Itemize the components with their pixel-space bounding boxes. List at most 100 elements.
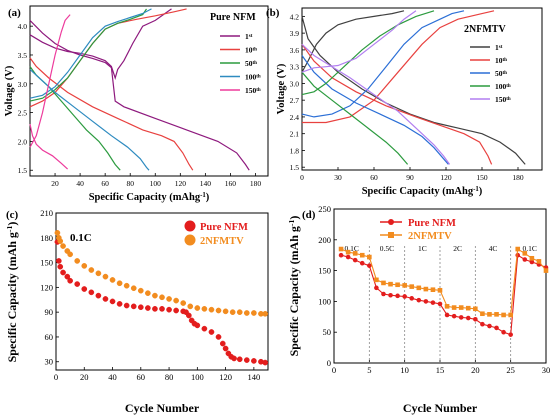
data-point-pure-nfm: [130, 303, 137, 310]
y-tick-label: 3.0: [18, 80, 28, 89]
data-point-2nfmtv: [388, 281, 393, 287]
y-tick-label: 60: [45, 332, 54, 342]
data-point-2nfmtv: [430, 287, 436, 292]
x-tick-label: 90: [406, 173, 414, 182]
x-tick-label: 20: [51, 179, 59, 188]
data-point-2nfmtv: [262, 310, 269, 317]
y-axis-label-end: ): [287, 216, 301, 220]
discharge-curve-100th: [29, 68, 150, 171]
charge-curve-50th: [29, 8, 147, 102]
legend-label-sup: th: [503, 58, 508, 63]
legend-label: 100th: [495, 82, 511, 91]
y-axis-label-text: Specific Capacity (mAh g: [287, 226, 301, 356]
x-tick-label: 40: [76, 179, 84, 188]
data-point-pure-nfm: [231, 355, 237, 362]
data-point-2nfmtv: [543, 268, 549, 273]
data-point-pure-nfm: [215, 334, 222, 340]
data-point-2nfmtv: [508, 312, 513, 318]
data-point-pure-nfm: [388, 292, 393, 298]
chart-title: 2NFMTV: [464, 24, 506, 35]
legend-label-num: 10: [245, 46, 253, 55]
y-tick-label: 90: [45, 307, 54, 317]
x-tick-label: 60: [137, 372, 146, 382]
data-point-2nfmtv: [152, 292, 158, 299]
x-axis-label-sup: -1: [200, 192, 206, 199]
x-axis-label-text: Specific Capacity (mAhg: [89, 192, 201, 203]
plot-frame: [301, 7, 543, 171]
data-point-pure-nfm: [57, 263, 64, 270]
data-point-pure-nfm: [338, 252, 344, 258]
legend-label-sup: th: [256, 74, 261, 79]
y-tick-label: 1.5: [18, 166, 28, 175]
x-tick-label: 60: [370, 173, 378, 182]
panel-tag: (c): [6, 209, 19, 221]
data-point-pure-nfm: [222, 345, 229, 352]
data-point-pure-nfm: [219, 340, 226, 347]
data-point-pure-nfm: [508, 332, 513, 337]
data-point-pure-nfm: [409, 296, 415, 301]
data-point-2nfmtv: [480, 311, 485, 317]
legend-label-sup: th: [253, 61, 258, 66]
panel-tag: (d): [302, 209, 316, 221]
x-tick-label: 160: [225, 179, 237, 188]
data-point-2nfmtv: [137, 287, 144, 294]
data-point-2nfmtv: [345, 249, 351, 255]
discharge-curve-100th: [301, 71, 409, 165]
data-point-2nfmtv: [374, 277, 379, 283]
x-tick-label: 120: [219, 372, 232, 382]
panel-tag: (b): [266, 7, 280, 19]
y-tick-label: 4.0: [18, 22, 28, 31]
charge-curve-1st: [301, 10, 405, 73]
legend-label: Pure NFM: [408, 218, 456, 229]
legend-label: Pure NFM: [200, 222, 248, 233]
data-point-2nfmtv: [465, 305, 471, 311]
data-point-2nfmtv: [74, 258, 81, 264]
data-point-2nfmtv: [57, 238, 64, 244]
plot-frame: [55, 212, 269, 371]
legend-label-sup: th: [506, 97, 511, 102]
data-point-2nfmtv: [501, 312, 506, 318]
data-point-pure-nfm: [145, 305, 151, 311]
x-axis-label: Specific Capacity (mAhg-1): [89, 192, 210, 204]
x-tick-label: 120: [175, 179, 187, 188]
legend-label: 1st: [245, 32, 253, 41]
data-point-2nfmtv: [515, 246, 521, 252]
panel-b-charge-discharge-chart: 0 30 60 90 120 150 1801.51.82.12.42.73.03.33.6…: [266, 7, 543, 197]
data-point-pure-nfm: [374, 285, 379, 291]
data-point-pure-nfm: [487, 323, 492, 329]
data-point-2nfmtv: [451, 305, 457, 310]
y-tick-label: 3.5: [18, 51, 28, 60]
y-tick-label: 2.7: [290, 96, 300, 105]
legend-label: 150th: [495, 95, 511, 104]
legend-label-num: 100: [495, 82, 507, 91]
data-point-pure-nfm: [529, 259, 535, 265]
legend-label-num: 1: [495, 43, 499, 52]
data-point-pure-nfm: [430, 300, 436, 305]
y-axis-label: Specific Capacity (mAh g-1): [5, 222, 20, 363]
data-point-2nfmtv: [54, 229, 61, 236]
y-tick-label: 150: [318, 266, 331, 276]
data-point-2nfmtv: [402, 283, 407, 288]
legend-label-sup: th: [506, 84, 511, 89]
data-point-pure-nfm: [262, 359, 269, 366]
data-point-pure-nfm: [81, 286, 88, 292]
x-axis-label-end: ): [479, 186, 483, 197]
legend-marker: [184, 234, 196, 246]
rate-label: 2C: [453, 244, 462, 253]
rate-label: 0.1C: [523, 244, 537, 253]
data-point-pure-nfm: [55, 258, 62, 264]
data-point-2nfmtv: [522, 251, 528, 256]
data-point-2nfmtv: [187, 303, 194, 310]
data-point-2nfmtv: [409, 284, 415, 289]
x-tick-label: 100: [191, 372, 204, 382]
data-point-2nfmtv: [229, 309, 236, 316]
x-tick-label: 100: [150, 179, 162, 188]
charge-curve-10th: [302, 10, 495, 124]
data-point-pure-nfm: [67, 277, 73, 284]
data-point-pure-nfm: [194, 322, 201, 329]
rate-label: 1C: [418, 244, 427, 253]
data-point-pure-nfm: [416, 297, 422, 303]
data-point-pure-nfm: [473, 316, 478, 322]
data-point-pure-nfm: [501, 329, 506, 335]
y-tick-label: 3.0: [290, 79, 300, 88]
